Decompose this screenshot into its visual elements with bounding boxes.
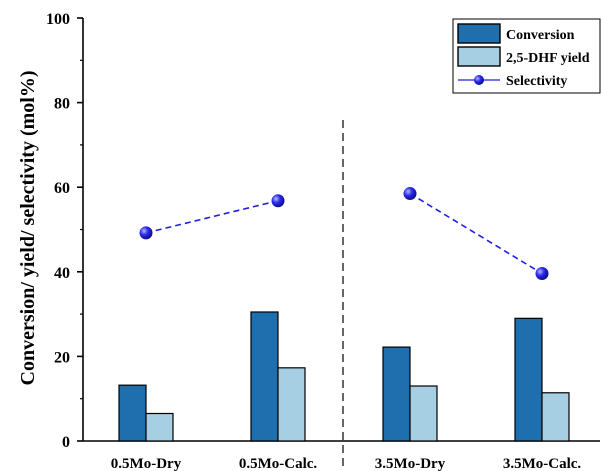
- legend-label-yield: 2,5-DHF yield: [506, 51, 590, 66]
- conversion-bar-1: [250, 311, 279, 442]
- x-tick-label-3: 3.5Mo-Calc.: [503, 456, 582, 471]
- conversion-bar-3: [514, 317, 543, 442]
- y-tick-label: 100: [46, 11, 70, 28]
- selectivity-segment: [145, 199, 279, 234]
- yield-bar-2: [409, 385, 438, 442]
- x-tick-label-2: 3.5Mo-Dry: [375, 456, 446, 471]
- legend-swatch-conversion: [457, 23, 501, 44]
- x-tick-label-0: 0.5Mo-Dry: [111, 456, 182, 471]
- y-tick-label: 40: [54, 265, 70, 282]
- y-axis-label: Conversion/ yield/ selectivity (mol%): [17, 71, 39, 386]
- y-tick-label: 0: [62, 434, 70, 451]
- yield-bar-1: [277, 367, 306, 442]
- selectivity-point-3: [535, 266, 549, 280]
- selectivity-points: [139, 187, 549, 280]
- x-tick-label-1: 0.5Mo-Calc.: [239, 456, 318, 471]
- y-tick-label: 20: [54, 349, 70, 366]
- legend-label-selectivity: Selectivity: [506, 74, 567, 89]
- y-tick-label: 80: [54, 96, 70, 113]
- y-ticks: 0 20 40 60 80 100: [46, 11, 83, 451]
- selectivity-lines: [145, 192, 543, 275]
- selectivity-point-2: [403, 187, 417, 201]
- legend: Conversion 2,5-DHF yield Selectivity: [452, 18, 601, 94]
- legend-swatch-yield: [457, 46, 501, 67]
- x-tick-labels: 0.5Mo-Dry 0.5Mo-Calc. 3.5Mo-Dry 3.5Mo-Calc.: [111, 456, 582, 471]
- legend-marker-selectivity: [474, 75, 484, 85]
- y-tick-label: 60: [54, 180, 70, 197]
- selectivity-segment: [409, 192, 543, 275]
- legend-label-conversion: Conversion: [506, 28, 575, 43]
- bars: [118, 311, 570, 442]
- conversion-bar-2: [382, 346, 411, 442]
- selectivity-point-1: [271, 194, 285, 208]
- selectivity-point-0: [139, 226, 153, 240]
- yield-bar-0: [145, 412, 174, 442]
- yield-bar-3: [541, 392, 570, 442]
- conversion-bar-0: [118, 384, 147, 442]
